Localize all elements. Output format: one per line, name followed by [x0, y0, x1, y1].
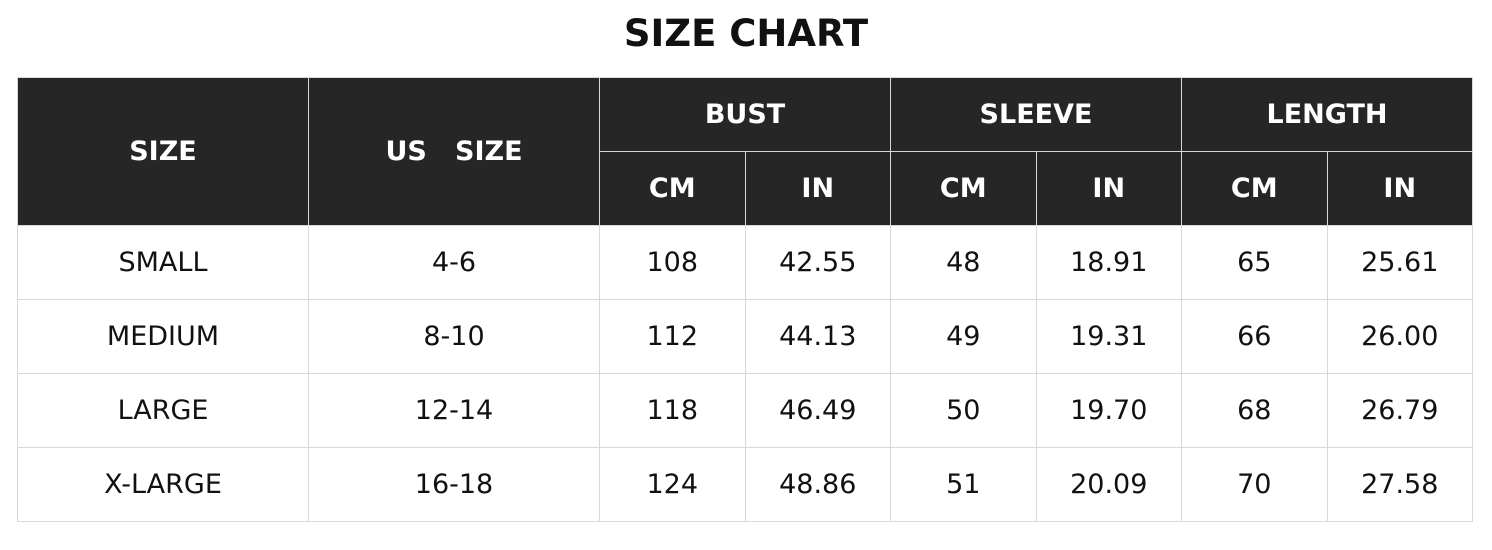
page-title: SIZE CHART — [623, 12, 869, 55]
table-cell: 20.09 — [1035, 447, 1182, 522]
table-cell: 44.13 — [744, 299, 891, 374]
table-cell: 112 — [599, 299, 746, 374]
table-cell: LARGE — [17, 373, 309, 448]
header-size: SIZE — [17, 77, 309, 226]
table-cell: 51 — [890, 447, 1037, 522]
header-bust: BUST — [599, 77, 891, 152]
header-sleeve: SLEEVE — [890, 77, 1182, 152]
table-cell: 19.70 — [1035, 373, 1182, 448]
table-cell: 68 — [1181, 373, 1328, 448]
table-cell: 65 — [1181, 225, 1328, 300]
header-unit: CM — [890, 151, 1037, 226]
size-chart-table: SIZE US SIZE BUST SLEEVE LENGTH CM IN CM… — [17, 77, 1473, 522]
table-cell: 4-6 — [308, 225, 600, 300]
table-row: LARGE 12-14 118 46.49 50 19.70 68 26.79 — [17, 373, 1473, 448]
table-cell: 42.55 — [744, 225, 891, 300]
table-cell: 48.86 — [744, 447, 891, 522]
table-cell: 48 — [890, 225, 1037, 300]
unit-row: CM IN CM IN CM IN — [18, 151, 1473, 226]
table-cell: 12-14 — [308, 373, 600, 448]
header-unit: IN — [744, 151, 891, 226]
header-unit: IN — [1326, 151, 1473, 226]
header-unit: CM — [1181, 151, 1328, 226]
table-row: X-LARGE 16-18 124 48.86 51 20.09 70 27.58 — [17, 447, 1473, 522]
table-cell: 27.58 — [1326, 447, 1473, 522]
table-cell: 18.91 — [1035, 225, 1182, 300]
table-cell: 70 — [1181, 447, 1328, 522]
header-row: SIZE US SIZE BUST SLEEVE LENGTH — [17, 77, 1473, 226]
table-row: SMALL 4-6 108 42.55 48 18.91 65 25.61 — [17, 225, 1473, 300]
table-cell: 8-10 — [308, 299, 600, 374]
table-cell: 25.61 — [1326, 225, 1473, 300]
table-cell: 118 — [599, 373, 746, 448]
table-row: MEDIUM 8-10 112 44.13 49 19.31 66 26.00 — [17, 299, 1473, 374]
table-cell: 19.31 — [1035, 299, 1182, 374]
header-us-size: US SIZE — [308, 77, 600, 226]
table-cell: 26.00 — [1326, 299, 1473, 374]
table-cell: X-LARGE — [17, 447, 309, 522]
table-cell: 50 — [890, 373, 1037, 448]
header-unit: CM — [599, 151, 746, 226]
header-length: LENGTH — [1181, 77, 1473, 152]
table-cell: 66 — [1181, 299, 1328, 374]
table-cell: 46.49 — [744, 373, 891, 448]
header-unit: IN — [1035, 151, 1182, 226]
table-cell: MEDIUM — [17, 299, 309, 374]
table-cell: 108 — [599, 225, 746, 300]
table-cell: 26.79 — [1326, 373, 1473, 448]
table-cell: SMALL — [17, 225, 309, 300]
table-cell: 16-18 — [308, 447, 600, 522]
table-cell: 124 — [599, 447, 746, 522]
table-cell: 49 — [890, 299, 1037, 374]
